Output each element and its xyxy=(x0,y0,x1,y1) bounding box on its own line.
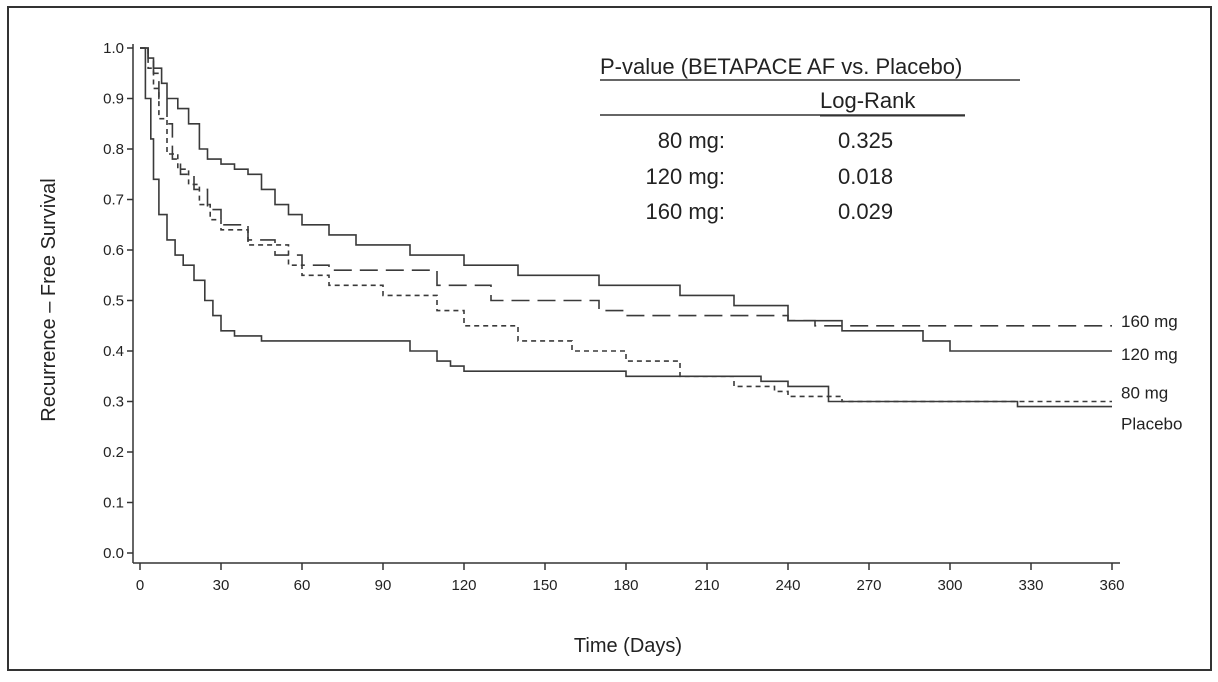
pvalue-annotation: P-value (BETAPACE AF vs. Placebo) Log-Ra… xyxy=(600,54,1020,224)
y-tick-label: 0.2 xyxy=(103,444,124,461)
axes: 0.0 0.1 0.2 0.3 0.4 0.5 0.6 0.7 0.8 0.9 1.0 0 30 60 90… xyxy=(103,40,1124,594)
pvalue-row-120mg-value: 0.018 xyxy=(838,164,893,189)
series-line-80-mg xyxy=(140,47,1112,403)
x-tick-label: 180 xyxy=(613,577,638,594)
x-tick-label: 60 xyxy=(294,577,311,594)
series-line-placebo xyxy=(140,47,1112,408)
y-tick-label: 0.1 xyxy=(103,495,124,512)
x-tick-label: 0 xyxy=(136,577,144,594)
x-tick-label: 300 xyxy=(937,577,962,594)
series-labels: 160 mg 120 mg 80 mg Placebo xyxy=(1121,312,1182,434)
x-axis-title: Time (Days) xyxy=(574,635,682,657)
series-label-placebo: Placebo xyxy=(1121,415,1182,434)
series-line-160-mg xyxy=(140,47,1112,327)
pvalue-row-120mg-label: 120 mg: xyxy=(646,164,726,189)
y-tick-label: 0.0 xyxy=(103,545,124,562)
pvalue-row-80mg-label: 80 mg: xyxy=(658,128,725,153)
pvalue-subheader: Log-Rank xyxy=(820,88,916,113)
y-tick-label: 1.0 xyxy=(103,40,124,57)
x-tick-label: 240 xyxy=(775,577,800,594)
y-tick-label: 0.7 xyxy=(103,192,124,209)
y-tick-label: 0.4 xyxy=(103,343,124,360)
pvalue-row-80mg-value: 0.325 xyxy=(838,128,893,153)
pvalue-row-160mg-label: 160 mg: xyxy=(646,199,726,224)
pvalue-header: P-value (BETAPACE AF vs. Placebo) xyxy=(600,54,962,79)
x-tick-label: 360 xyxy=(1099,577,1124,594)
series-label-120-mg: 120 mg xyxy=(1121,345,1178,364)
x-tick-label: 150 xyxy=(532,577,557,594)
x-tick-label: 210 xyxy=(694,577,719,594)
x-tick-label: 120 xyxy=(451,577,476,594)
x-tick-label: 30 xyxy=(213,577,230,594)
y-tick-label: 0.3 xyxy=(103,394,124,411)
y-tick-label: 0.5 xyxy=(103,293,124,310)
series-layer xyxy=(140,47,1112,408)
y-tick-label: 0.8 xyxy=(103,141,124,158)
series-label-80-mg: 80 mg xyxy=(1121,384,1168,403)
series-label-160-mg: 160 mg xyxy=(1121,312,1178,331)
y-tick-label: 0.6 xyxy=(103,242,124,259)
pvalue-row-160mg-value: 0.029 xyxy=(838,199,893,224)
series-line-120-mg xyxy=(140,47,1112,352)
y-tick-label: 0.9 xyxy=(103,91,124,108)
x-tick-label: 330 xyxy=(1018,577,1043,594)
chart-frame xyxy=(7,6,1212,671)
x-tick-label: 270 xyxy=(856,577,881,594)
x-tick-label: 90 xyxy=(375,577,392,594)
y-axis-title: Recurrence – Free Survival xyxy=(38,178,60,421)
